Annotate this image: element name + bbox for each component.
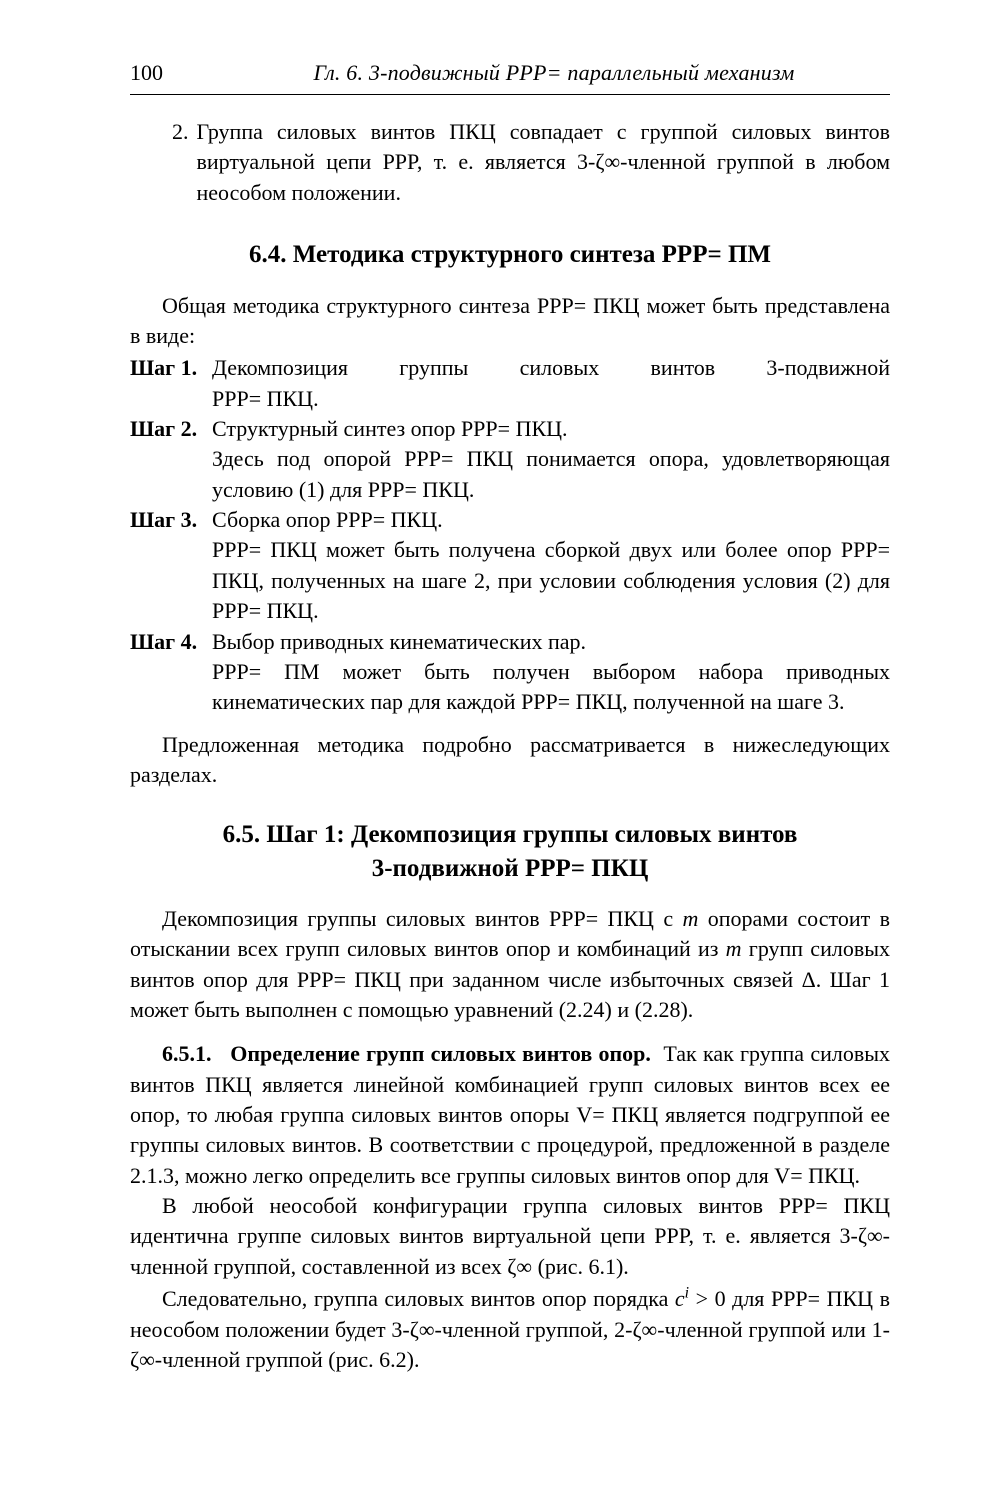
outro-64: Предложенная методика подробно рассматри… xyxy=(130,730,890,791)
header-rule xyxy=(130,94,890,95)
step2-line1: Структурный синтез опор PPP= ПКЦ. xyxy=(212,414,890,444)
step3-line2: PPP= ПКЦ может быть получена сборкой дву… xyxy=(212,535,890,626)
page-number: 100 xyxy=(130,58,163,88)
intro-64: Общая методика структурного синтеза PPP=… xyxy=(130,291,890,352)
step4-line1: Выбор приводных кинематических пар. xyxy=(212,627,890,657)
p1a: Декомпозиция группы силовых винтов PPP= … xyxy=(162,906,683,931)
var-m2: m xyxy=(726,936,742,961)
step2-label: Шаг 2. xyxy=(130,414,212,444)
sec65-p2: В любой неособой конфигурации группа сил… xyxy=(130,1191,890,1282)
section-title-65: 6.5. Шаг 1: Декомпозиция группы силовых … xyxy=(130,818,890,886)
step3-line1: Сборка опор PPP= ПКЦ. xyxy=(212,505,890,535)
step1-label: Шаг 1. xyxy=(130,353,212,383)
var-c: c xyxy=(675,1286,685,1311)
step1-line1: Декомпозиция группы силовых винтов 3-под… xyxy=(212,353,890,383)
gt0: > 0 xyxy=(689,1286,726,1311)
sec65-p3: Следовательно, группа силовых винтов опо… xyxy=(130,1284,890,1375)
sub651-num: 6.5.1. xyxy=(162,1041,212,1066)
title65-l1: 6.5. Шаг 1: Декомпозиция группы силовых … xyxy=(223,821,798,848)
list-item-text: Группа силовых винтов ПКЦ совпадает с гр… xyxy=(197,117,891,208)
subsection-651: 6.5.1. Определение групп силовых винтов … xyxy=(130,1039,890,1191)
running-head: Гл. 6. 3-подвижный PPP= параллельный мех… xyxy=(218,58,890,88)
list-item-number: 2. xyxy=(172,117,189,208)
var-m1: m xyxy=(683,906,699,931)
section-title-64: 6.4. Методика структурного синтеза PPP= … xyxy=(130,238,890,273)
sec65-p1: Декомпозиция группы силовых винтов PPP= … xyxy=(130,904,890,1025)
step4-label: Шаг 4. xyxy=(130,627,212,657)
p3a: Следовательно, группа силовых винтов опо… xyxy=(162,1286,675,1311)
step2-line2: Здесь под опорой PPP= ПКЦ понимается опо… xyxy=(212,444,890,505)
step1-line2: PPP= ПКЦ. xyxy=(212,384,890,414)
step4-line2: PPP= ПМ может быть получен выбором набор… xyxy=(212,657,890,718)
step3-label: Шаг 3. xyxy=(130,505,212,535)
sub651-title: Определение групп силовых винтов опор. xyxy=(230,1041,651,1066)
title65-l2: 3-подвижной PPP= ПКЦ xyxy=(372,855,649,882)
